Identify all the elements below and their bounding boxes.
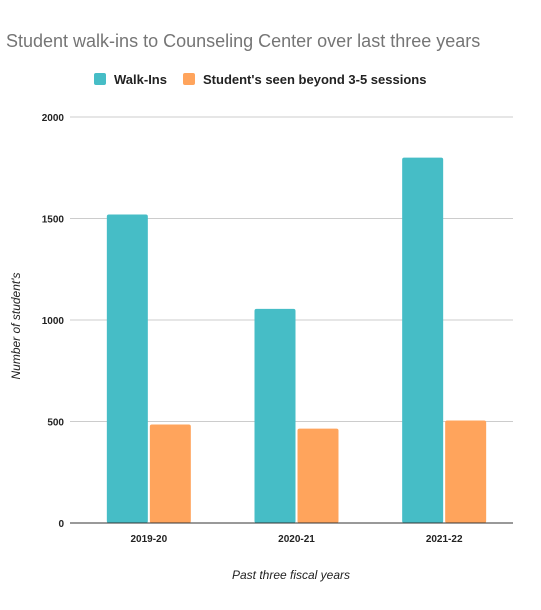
y-axis-ticks: 0 500 1000 1500 2000 [42,113,65,530]
y-tick-label: 1500 [42,215,65,226]
x-axis-label: Past three fiscal years [232,568,350,582]
legend-label-walk-ins: Walk-Ins [114,72,167,87]
bar-sessions-2020-21 [297,428,339,523]
x-tick-label: 2019-20 [130,534,167,545]
bar-walk-ins-2021-22 [402,157,444,523]
bars [106,157,487,523]
y-tick-label: 500 [47,418,64,429]
x-tick-label: 2020-21 [278,534,315,545]
y-tick-label: 2000 [42,113,65,124]
chart-title: Student walk-ins to Counseling Center ov… [6,31,480,51]
legend-label-sessions: Student's seen beyond 3-5 sessions [203,72,426,87]
x-axis-ticks: 2019-20 2020-21 2021-22 [130,534,462,545]
y-axis-label: Number of student's [9,272,23,379]
legend: Walk-Ins Student's seen beyond 3-5 sessi… [94,72,426,87]
bar-sessions-2021-22 [445,420,487,523]
y-tick-label: 1000 [42,316,65,327]
bar-sessions-2019-20 [149,424,191,523]
bar-walk-ins-2020-21 [254,308,296,523]
bar-walk-ins-2019-20 [106,214,148,523]
legend-swatch-walk-ins [94,73,106,85]
x-tick-label: 2021-22 [426,534,463,545]
legend-swatch-sessions [183,73,195,85]
y-tick-label: 0 [58,519,64,530]
